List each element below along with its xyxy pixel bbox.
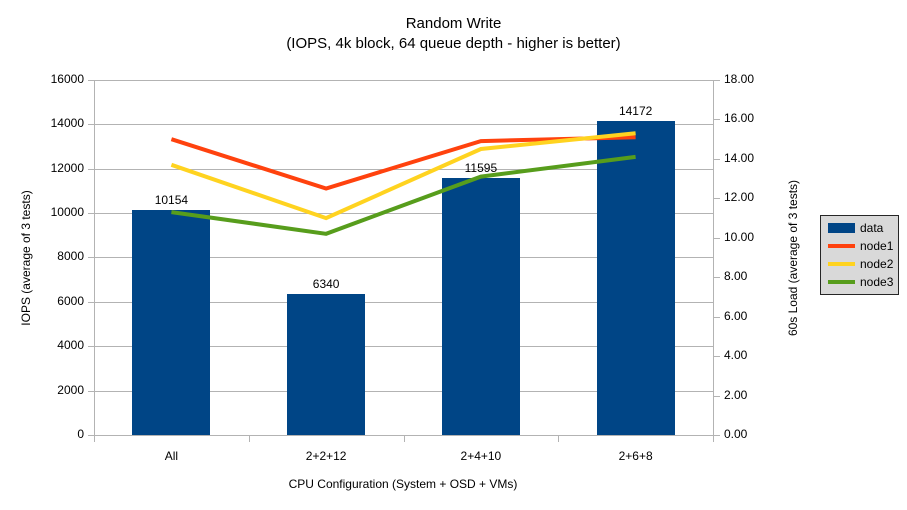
- bar-2+2+12: [287, 294, 365, 435]
- right-axis-tick-label: 4.00: [724, 348, 748, 362]
- right-axis-tick: [714, 198, 720, 199]
- left-axis-tick: [88, 169, 94, 170]
- left-axis-tick-label: 0: [77, 427, 84, 441]
- legend-item-node2: node2: [828, 257, 898, 271]
- gridline: [95, 213, 713, 214]
- left-axis-tick: [88, 213, 94, 214]
- right-axis-tick: [714, 317, 720, 318]
- legend-label: node2: [860, 257, 894, 271]
- right-axis-tick-label: 6.00: [724, 309, 748, 323]
- left-axis-tick: [88, 257, 94, 258]
- legend-line-swatch: [828, 244, 855, 248]
- legend-bar-swatch: [828, 223, 855, 233]
- left-axis-tick: [88, 80, 94, 81]
- left-axis-tick-label: 6000: [57, 294, 84, 308]
- legend-label: node3: [860, 275, 894, 289]
- left-axis-tick: [88, 435, 94, 436]
- right-axis-tick: [714, 396, 720, 397]
- left-axis-tick-label: 4000: [57, 338, 84, 352]
- right-axis-tick-label: 2.00: [724, 388, 748, 402]
- x-axis-tick: [404, 436, 405, 442]
- node1-line: [170, 135, 636, 191]
- legend-line-swatch: [828, 280, 855, 284]
- right-axis-tick: [714, 435, 720, 436]
- x-axis-tick: [249, 436, 250, 442]
- legend-line-swatch: [828, 262, 855, 266]
- right-axis-tick-label: 12.00: [724, 190, 755, 204]
- x-axis-category-label: 2+4+10: [460, 449, 502, 463]
- bar-value-label: 10154: [154, 193, 189, 207]
- gridline: [95, 346, 713, 347]
- left-axis-tick-label: 2000: [57, 383, 84, 397]
- right-axis-tick: [714, 238, 720, 239]
- bar-2+6+8: [597, 121, 675, 435]
- x-axis-category-label: All: [164, 449, 179, 463]
- gridline: [95, 302, 713, 303]
- right-axis-tick: [714, 159, 720, 160]
- legend-label: data: [860, 221, 884, 235]
- chart-title-block: Random Write (IOPS, 4k block, 64 queue d…: [0, 14, 907, 54]
- right-axis-tick: [714, 119, 720, 120]
- left-axis-tick-label: 8000: [57, 249, 84, 263]
- legend-item-node3: node3: [828, 275, 898, 289]
- left-axis-tick: [88, 124, 94, 125]
- right-axis-tick: [714, 277, 720, 278]
- legend-item-data: data: [828, 221, 898, 235]
- x-axis-tick: [94, 436, 95, 442]
- left-axis-tick: [88, 346, 94, 347]
- left-axis-tick: [88, 302, 94, 303]
- x-axis-category-label: 2+6+8: [618, 449, 653, 463]
- bar-value-label: 14172: [618, 104, 653, 118]
- gridline: [95, 391, 713, 392]
- legend: data node1 node2 node3: [820, 215, 899, 295]
- x-axis-category-label: 2+2+12: [305, 449, 347, 463]
- bar-value-label: 11595: [464, 161, 498, 175]
- right-axis-tick: [714, 80, 720, 81]
- right-axis-tick-label: 8.00: [724, 269, 748, 283]
- right-axis-tick: [714, 356, 720, 357]
- bar-2+4+10: [442, 178, 520, 435]
- gridline: [95, 257, 713, 258]
- chart-subtitle: (IOPS, 4k block, 64 queue depth - higher…: [286, 35, 621, 52]
- x-axis-tick: [558, 436, 559, 442]
- left-axis-tick-label: 14000: [50, 116, 84, 130]
- right-axis-tick-label: 16.00: [724, 111, 755, 125]
- legend-label: node1: [860, 239, 894, 253]
- right-axis-tick-label: 18.00: [724, 72, 755, 86]
- right-axis-title: 60s Load (average of 3 tests): [786, 179, 800, 337]
- bar-All: [132, 210, 210, 435]
- x-axis-tick: [713, 436, 714, 442]
- node2-line: [170, 131, 636, 221]
- left-axis-title: IOPS (average of 3 tests): [19, 190, 33, 326]
- line-layer: [170, 131, 636, 236]
- bar-value-label: 6340: [312, 277, 340, 291]
- right-axis-tick-label: 0.00: [724, 427, 748, 441]
- gridline: [95, 124, 713, 125]
- x-axis-title: CPU Configuration (System + OSD + VMs): [288, 477, 518, 491]
- left-axis-tick-label: 10000: [50, 205, 84, 219]
- right-axis-tick-label: 14.00: [724, 151, 755, 165]
- chart-title: Random Write: [405, 15, 502, 32]
- left-axis-tick: [88, 391, 94, 392]
- right-axis-tick-label: 10.00: [724, 230, 755, 244]
- legend-item-node1: node1: [828, 239, 898, 253]
- gridline: [95, 169, 713, 170]
- left-axis-tick-label: 16000: [50, 72, 84, 86]
- left-axis-tick-label: 12000: [50, 161, 84, 175]
- plot-area-border: [94, 80, 714, 436]
- node3-line: [171, 154, 636, 236]
